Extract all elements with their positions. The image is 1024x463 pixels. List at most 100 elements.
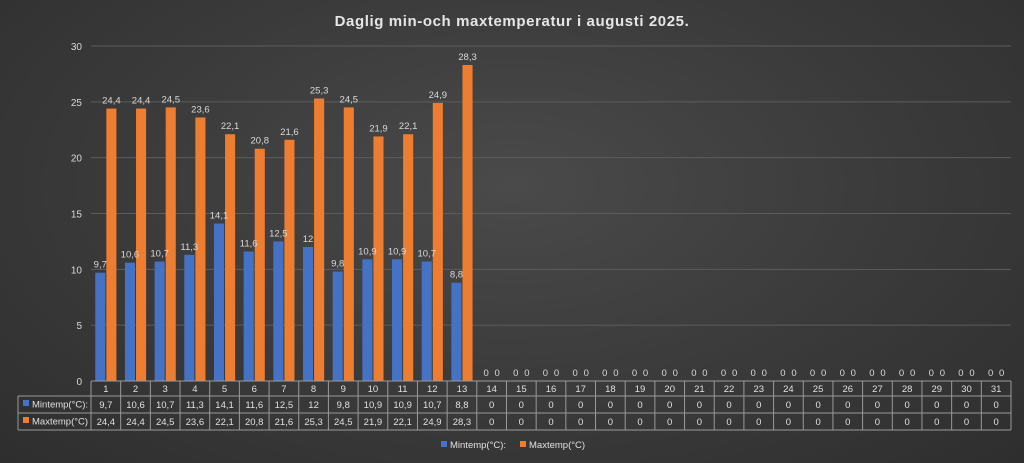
table-cell-mintemp: 0	[786, 400, 791, 411]
y-tick-label: 0	[76, 377, 82, 388]
data-label-maxtemp: 0	[880, 368, 885, 379]
bar-mintemp	[451, 282, 462, 381]
data-label-maxtemp: 0	[762, 368, 767, 379]
data-label-mintemp: 0	[899, 368, 904, 379]
table-cell-maxtemp: 0	[519, 417, 524, 428]
data-label-mintemp: 0	[632, 368, 637, 379]
x-tick-label: 5	[222, 384, 227, 395]
bar-maxtemp	[225, 134, 236, 381]
x-tick-label: 19	[635, 384, 646, 395]
data-label-mintemp: 0	[572, 368, 577, 379]
legend-label-mintemp: Mintemp(°C):	[450, 440, 506, 451]
table-cell-mintemp: 0	[608, 400, 613, 411]
x-tick-label: 9	[341, 384, 346, 395]
x-tick-label: 24	[783, 384, 794, 395]
table-cell-mintemp: 0	[875, 400, 880, 411]
bar-maxtemp	[165, 107, 176, 382]
table-cell-maxtemp: 0	[637, 417, 642, 428]
bar-maxtemp	[432, 102, 443, 381]
legend-key-mintemp	[441, 441, 447, 447]
table-cell-mintemp: 0	[578, 400, 583, 411]
data-label-maxtemp: 0	[495, 368, 500, 379]
table-cell-mintemp: 8,8	[455, 400, 468, 411]
bar-maxtemp	[373, 136, 384, 381]
data-label-maxtemp: 0	[821, 368, 826, 379]
bar-maxtemp	[284, 139, 295, 381]
data-label-maxtemp: 0	[791, 368, 796, 379]
bar-maxtemp	[136, 108, 147, 382]
x-tick-label: 3	[163, 384, 168, 395]
bar-mintemp	[273, 241, 284, 381]
data-label-mintemp: 0	[810, 368, 815, 379]
bar-maxtemp	[462, 64, 473, 381]
data-label-maxtemp: 22,1	[221, 121, 240, 132]
y-tick-label: 10	[71, 265, 83, 276]
data-label-maxtemp: 0	[613, 368, 618, 379]
data-label-mintemp: 9,7	[94, 260, 107, 271]
x-tick-label: 28	[902, 384, 913, 395]
data-label-mintemp: 0	[929, 368, 934, 379]
data-label-maxtemp: 0	[969, 368, 974, 379]
x-tick-label: 14	[486, 384, 497, 395]
bar-maxtemp	[106, 108, 117, 382]
table-cell-maxtemp: 22,1	[215, 417, 234, 428]
data-label-maxtemp: 0	[851, 368, 856, 379]
bar-mintemp	[332, 271, 343, 381]
bar-mintemp	[392, 259, 403, 381]
x-tick-label: 17	[575, 384, 586, 395]
data-label-maxtemp: 24,4	[102, 96, 121, 107]
x-tick-label: 18	[605, 384, 616, 395]
table-cell-maxtemp: 25,3	[304, 417, 323, 428]
data-label-mintemp: 0	[513, 368, 518, 379]
data-label-mintemp: 0	[840, 368, 845, 379]
bar-maxtemp	[343, 107, 354, 382]
data-label-mintemp: 9,8	[331, 259, 344, 270]
bar-maxtemp	[195, 117, 206, 381]
data-label-maxtemp: 24,4	[132, 96, 151, 107]
data-label-maxtemp: 21,6	[280, 127, 299, 138]
bar-mintemp	[302, 247, 314, 381]
table-cell-maxtemp: 28,3	[453, 417, 472, 428]
data-label-mintemp: 0	[721, 368, 726, 379]
table-cell-mintemp: 0	[489, 400, 494, 411]
table-cell-mintemp: 0	[697, 400, 702, 411]
table-cell-mintemp: 10,9	[364, 400, 383, 411]
x-tick-label: 10	[368, 384, 379, 395]
table-cell-maxtemp: 24,4	[126, 417, 145, 428]
data-label-mintemp: 11,6	[240, 238, 258, 249]
table-cell-mintemp: 12,5	[275, 400, 294, 411]
x-tick-label: 13	[457, 384, 468, 395]
data-label-mintemp: 8,8	[450, 270, 463, 281]
table-cell-maxtemp: 0	[845, 417, 850, 428]
x-tick-label: 15	[516, 384, 527, 395]
table-cell-mintemp: 0	[667, 400, 672, 411]
bar-mintemp	[362, 259, 373, 381]
table-cell-maxtemp: 0	[489, 417, 494, 428]
x-tick-label: 27	[872, 384, 883, 395]
legend-key-maxtemp	[520, 441, 526, 447]
data-label-mintemp: 0	[780, 368, 785, 379]
data-label-mintemp: 10,7	[150, 249, 169, 260]
data-label-maxtemp: 0	[643, 368, 648, 379]
data-label-maxtemp: 0	[584, 368, 589, 379]
table-cell-maxtemp: 0	[786, 417, 791, 428]
data-label-maxtemp: 0	[524, 368, 529, 379]
bar-maxtemp	[314, 98, 325, 381]
data-label-mintemp: 10,6	[121, 250, 140, 261]
data-label-maxtemp: 22,1	[399, 121, 418, 132]
x-tick-label: 31	[991, 384, 1002, 395]
data-label-mintemp: 11,3	[180, 242, 198, 253]
table-cell-mintemp: 9,8	[337, 400, 350, 411]
bars-group	[95, 64, 473, 382]
x-tick-label: 6	[252, 384, 257, 395]
data-label-mintemp: 10,9	[358, 246, 377, 257]
table-cell-mintemp: 0	[815, 400, 820, 411]
x-tick-label: 20	[664, 384, 675, 395]
data-label-maxtemp: 21,9	[369, 123, 388, 134]
x-tick-label: 16	[546, 384, 557, 395]
data-label-maxtemp: 0	[999, 368, 1004, 379]
x-tick-label: 2	[133, 384, 138, 395]
data-label-mintemp: 0	[988, 368, 993, 379]
table-cell-mintemp: 10,9	[393, 400, 412, 411]
